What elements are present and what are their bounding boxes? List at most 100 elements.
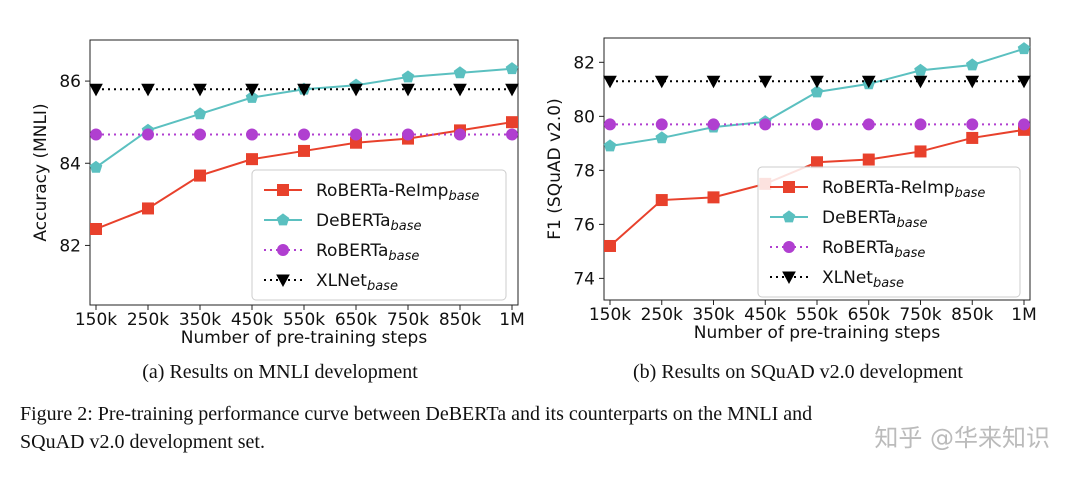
legend-subscript: base (391, 219, 422, 234)
x-tick-label: 250k (127, 310, 169, 330)
x-tick-label: 150k (589, 305, 631, 325)
legend-subscript: base (388, 249, 419, 264)
marker (505, 62, 519, 75)
x-tick-label: 850k (951, 305, 993, 325)
series-line (609, 47, 1025, 148)
marker (90, 222, 102, 235)
legend-label: RoBERTabase (822, 238, 925, 261)
x-tick-label: 1M (1011, 305, 1036, 325)
marker (758, 75, 773, 89)
legend-name: DeBERTa (822, 208, 897, 228)
legend-label: DeBERTabase (316, 211, 422, 234)
marker (298, 144, 310, 157)
legend-marker (276, 213, 290, 226)
legend-name: RoBERTa (316, 241, 388, 261)
marker (1017, 75, 1031, 89)
marker (914, 145, 927, 158)
marker (402, 128, 414, 141)
x-tick-label: 450k (231, 310, 273, 330)
marker (759, 118, 772, 131)
legend-label: DeBERTabase (822, 208, 928, 231)
marker (1018, 118, 1030, 131)
legend-name: RoBERTa-ReImp (316, 181, 448, 201)
legend-subscript: base (897, 216, 928, 231)
legend-label: RoBERTa-ReImpbase (316, 181, 479, 204)
marker (914, 118, 927, 131)
legend-label: XLNetbase (822, 268, 904, 291)
x-tick-label: 1M (499, 310, 524, 330)
marker (655, 131, 669, 144)
legend-label: RoBERTa-ReImpbase (822, 178, 985, 201)
x-tick-label: 450k (744, 305, 786, 325)
legend-marker (276, 274, 290, 288)
marker (142, 202, 154, 215)
marker (655, 118, 668, 131)
legend-subscript: base (954, 186, 985, 201)
y-axis-label: F1 (SQuAD v2.0) (545, 98, 565, 239)
marker (297, 83, 311, 97)
chart-caption: (a) Results on MNLI development (142, 361, 418, 383)
marker (141, 83, 155, 97)
marker (654, 75, 669, 89)
legend-name: RoBERTa-ReImp (822, 178, 954, 198)
legend: RoBERTa-ReImpbaseDeBERTabaseRoBERTabaseX… (251, 169, 507, 301)
marker (194, 128, 206, 141)
y-tick-label: 74 (573, 269, 595, 289)
marker (655, 194, 668, 207)
legend-marker (277, 184, 289, 196)
legend-name: XLNet (822, 268, 873, 288)
legend-label: XLNetbase (316, 271, 398, 294)
y-axis-label: Accuracy (MNLI) (31, 103, 51, 241)
marker (142, 128, 154, 141)
y-tick-label: 78 (573, 161, 595, 181)
marker (245, 83, 259, 97)
x-tick-label: 750k (387, 310, 429, 330)
marker (246, 153, 258, 166)
legend-name: XLNet (316, 271, 367, 291)
legend-subscript: base (894, 246, 925, 261)
marker (862, 153, 875, 166)
legend-subscript: base (367, 279, 398, 294)
x-axis-label: Number of pre-training steps (181, 328, 428, 348)
legend-marker (277, 244, 289, 256)
y-tick-label: 82 (573, 53, 595, 73)
figure-caption: Figure 2: Pre-training performance curve… (20, 403, 812, 425)
marker (401, 70, 415, 83)
legend: RoBERTa-ReImpbaseDeBERTabaseRoBERTabaseX… (757, 166, 1021, 298)
x-tick-label: 250k (641, 305, 683, 325)
legend-name: RoBERTa (822, 238, 894, 258)
y-tick-label: 80 (573, 107, 595, 127)
marker (349, 83, 363, 97)
marker (453, 83, 467, 97)
x-axis-label: Number of pre-training steps (694, 323, 941, 343)
marker (811, 156, 823, 169)
marker (810, 85, 824, 98)
x-tick-label: 750k (899, 305, 941, 325)
marker (603, 75, 617, 89)
marker (861, 75, 876, 89)
marker (966, 118, 979, 131)
legend-box (251, 169, 507, 301)
marker (604, 118, 616, 131)
marker (707, 118, 720, 131)
marker (89, 83, 103, 97)
x-tick-label: 550k (283, 310, 325, 330)
legend-box (757, 166, 1021, 298)
figure-caption: SQuAD v2.0 development set. (20, 431, 265, 453)
legend-marker (783, 241, 795, 253)
x-tick-label: 850k (439, 310, 481, 330)
y-tick-label: 82 (59, 236, 81, 256)
marker (90, 128, 102, 141)
marker (193, 107, 207, 120)
marker (913, 75, 928, 89)
marker (810, 75, 824, 89)
chart-caption: (b) Results on SQuAD v2.0 development (633, 361, 963, 383)
watermark: 知乎 @华来知识 (874, 424, 1050, 452)
marker (1017, 42, 1031, 55)
marker (193, 83, 207, 97)
y-tick-label: 86 (59, 72, 81, 92)
legend-name: DeBERTa (316, 211, 391, 231)
marker (245, 90, 259, 103)
marker (604, 239, 616, 252)
marker (506, 128, 518, 141)
